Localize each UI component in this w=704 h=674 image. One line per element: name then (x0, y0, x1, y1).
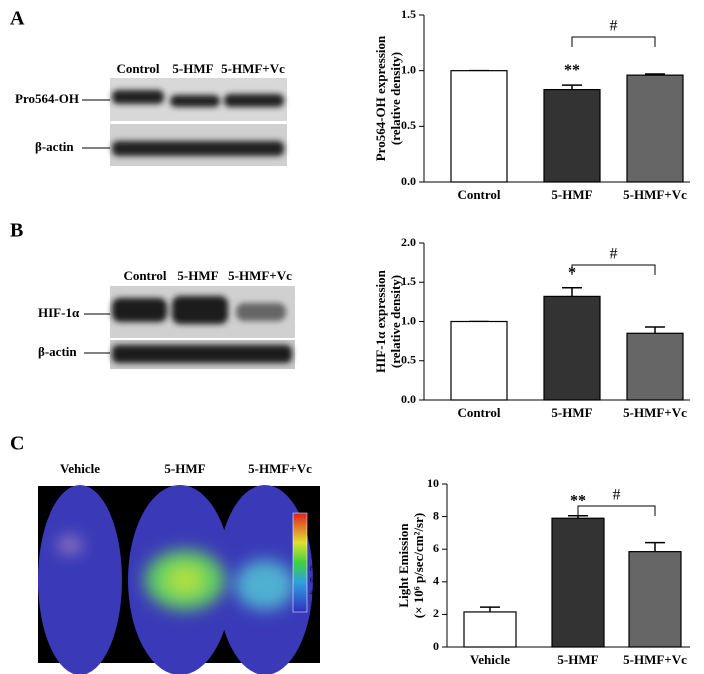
colorbar-tick: 4 (310, 589, 314, 597)
lane-label: Vehicle (60, 461, 100, 476)
y-axis-label: Light Emission (396, 523, 411, 608)
significance-label: ** (570, 492, 586, 509)
bar (463, 611, 517, 648)
y-tick-label: 2 (433, 606, 439, 620)
blot-b: Control 5-HMF 5-HMF+Vc HIF-1α β-actin (38, 268, 295, 369)
y-tick-label: 1.0 (401, 62, 416, 76)
panel-label: B (10, 220, 23, 242)
lane-label: 5-HMF (177, 268, 218, 283)
y-tick-label: 0.0 (401, 392, 416, 406)
y-tick-label: 0 (433, 639, 439, 653)
lane-label: Control (116, 61, 159, 76)
x-tick-label: 5-HMF (557, 652, 598, 667)
row-label: HIF-1α (38, 305, 80, 320)
lane-label: 5-HMF+Vc (248, 461, 312, 476)
y-tick-label: 4 (433, 574, 439, 588)
row-label: β-actin (38, 344, 77, 359)
bar (626, 74, 684, 183)
lane-label: 5-HMF+Vc (221, 61, 285, 76)
colorbar-tick: 6 (310, 577, 314, 585)
y-axis-label: (relative density) (388, 275, 403, 368)
x-tick-label: Control (457, 405, 500, 420)
y-tick-label: 0.0 (401, 174, 416, 188)
lane-label: 5-HMF (172, 61, 213, 76)
y-tick-label: 6 (433, 541, 439, 555)
significance-label: ** (564, 62, 580, 79)
bracket-label: # (613, 487, 621, 504)
y-axis-label: HIF-1α expression (373, 269, 388, 372)
row-label: β-actin (35, 139, 74, 154)
lane-label: 5-HMF+Vc (228, 268, 292, 283)
y-tick-label: 1.0 (401, 313, 416, 327)
y-tick-label: 2.0 (401, 235, 416, 249)
bar (551, 517, 605, 648)
colorbar-tick: 8 (310, 564, 314, 572)
bracket (571, 36, 656, 47)
x-tick-label: Vehicle (470, 652, 510, 667)
colorbar-tick: 14 (310, 527, 318, 535)
panel-label: A (10, 8, 25, 30)
colorbar-tick: 2 (310, 601, 314, 609)
imaging: Vehicle 5-HMF 5-HMF+Vc (38, 461, 360, 674)
colorbar-tick: 10 (310, 552, 318, 560)
bar (543, 295, 601, 401)
bracket (577, 505, 656, 516)
colorbar-tick: 12 (310, 540, 318, 548)
bracket (571, 264, 656, 275)
y-axis-label: (× 10⁶ p/sec/cm²/sr) (411, 513, 426, 618)
bracket-label: # (610, 246, 618, 263)
blot-a: Control 5-HMF 5-HMF+Vc Pro564-OH β-actin (15, 61, 287, 166)
bar (628, 551, 682, 648)
x-tick-label: Control (457, 187, 500, 202)
bar (543, 88, 601, 183)
panel-label: C (10, 433, 24, 455)
y-tick-label: 10 (427, 476, 439, 490)
y-tick-label: 8 (433, 508, 439, 522)
y-tick-label: 0.5 (401, 353, 416, 367)
x-tick-label: 5-HMF (551, 405, 592, 420)
y-tick-label: 0.5 (401, 118, 416, 132)
bar (450, 70, 508, 183)
x-tick-label: 5-HMF (551, 187, 592, 202)
bar (626, 332, 684, 401)
lane-label: 5-HMF (164, 461, 205, 476)
y-axis-label: (relative density) (388, 52, 403, 145)
bracket-label: # (610, 18, 618, 35)
x-tick-label: 5-HMF+Vc (623, 187, 687, 202)
y-axis-label: Pro564-OH expression (373, 35, 388, 161)
x-tick-label: 5-HMF+Vc (623, 652, 687, 667)
bar (450, 320, 508, 401)
lane-label: Control (123, 268, 166, 283)
y-tick-label: 1.5 (401, 7, 416, 21)
x-tick-label: 5-HMF+Vc (623, 405, 687, 420)
colorbar-tick: 16 (310, 515, 318, 523)
row-label: Pro564-OH (15, 91, 79, 106)
y-tick-label: 1.5 (401, 274, 416, 288)
